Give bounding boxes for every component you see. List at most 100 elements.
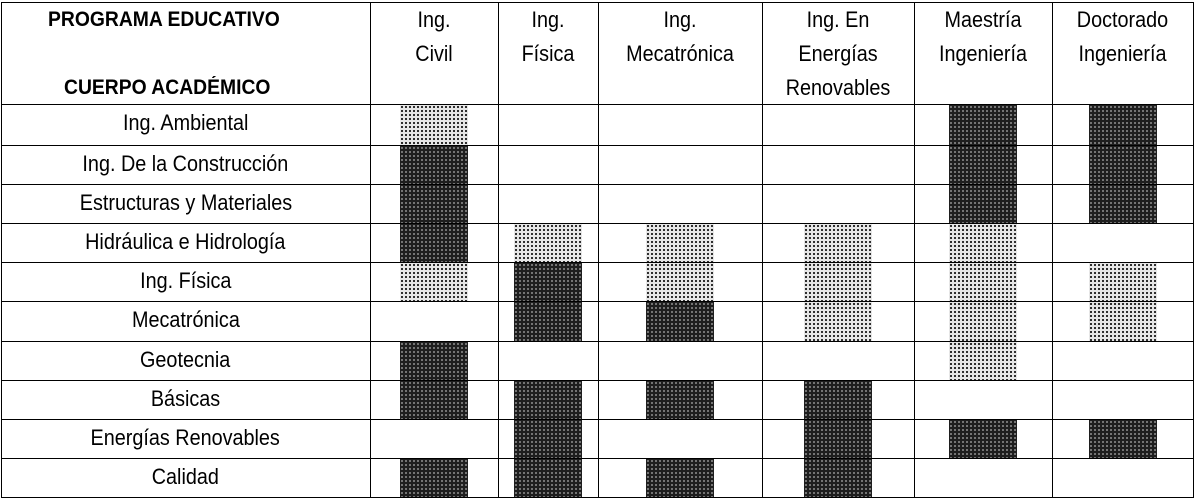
column-header-line: Doctorado — [1076, 7, 1169, 32]
cell-mark-light — [949, 224, 1017, 262]
row-label-text: Hidráulica e Hidrología — [85, 229, 286, 254]
cell-mark-dark — [949, 420, 1017, 458]
cell-mark-dark — [514, 420, 582, 458]
cell-mark-dark — [1089, 105, 1157, 145]
row-label-text: Energías Renovables — [90, 425, 281, 450]
column-header-line: Física — [521, 41, 575, 66]
cell-mark-dark — [646, 302, 714, 341]
row-label: Ing. Ambiental — [1, 110, 370, 136]
table-horizontal-line — [1, 223, 1193, 224]
table-horizontal-line — [1, 104, 1193, 105]
table-horizontal-line — [1, 458, 1193, 459]
column-header-line: Maestría — [944, 7, 1022, 32]
table-horizontal-line — [1, 419, 1193, 420]
cell-mark-dark — [514, 381, 582, 419]
cell-mark-dark — [1089, 146, 1157, 184]
table-vertical-line — [762, 2, 763, 498]
cell-mark-dark — [400, 459, 468, 497]
table-horizontal-line — [1, 2, 1193, 3]
cell-mark-light — [949, 342, 1017, 380]
table-vertical-line — [370, 2, 371, 498]
cell-mark-dark — [949, 146, 1017, 184]
column-header-line: Ing. — [663, 7, 697, 32]
table-horizontal-line — [1, 380, 1193, 381]
column-header-line: Ing. — [417, 7, 451, 32]
cell-mark-dark — [804, 459, 872, 497]
corner-header-programa-educativo: PROGRAMA EDUCATIVO — [48, 8, 280, 31]
cell-mark-light — [949, 302, 1017, 341]
row-label: Calidad — [1, 464, 370, 490]
table-horizontal-line — [1, 184, 1193, 185]
table-horizontal-line — [1, 145, 1193, 146]
cell-mark-dark — [400, 342, 468, 380]
column-header-line: Ingeniería — [1078, 41, 1167, 66]
cell-mark-dark — [400, 381, 468, 419]
row-label: Ing. De la Construcción — [1, 151, 370, 177]
cell-mark-dark — [514, 263, 582, 301]
cell-mark-dark — [804, 420, 872, 458]
row-label-text: Estructuras y Materiales — [79, 190, 292, 215]
column-header: Ing. En Energías Renovables — [762, 3, 914, 105]
row-label: Mecatrónica — [1, 307, 370, 333]
column-header-line: Energías — [798, 41, 878, 66]
cell-mark-light — [514, 224, 582, 262]
cell-mark-dark — [646, 459, 714, 497]
row-label-text: Mecatrónica — [131, 307, 240, 332]
cell-mark-light — [804, 263, 872, 301]
table-horizontal-line — [1, 341, 1193, 342]
column-header: Ing. Física — [498, 3, 598, 71]
table-vertical-line — [1052, 2, 1053, 498]
column-header: Ing. Mecatrónica — [598, 3, 762, 71]
column-header: Ing. Civil — [370, 3, 498, 71]
row-label: Geotecnia — [1, 347, 370, 373]
cell-mark-light — [804, 302, 872, 341]
cell-mark-light — [949, 263, 1017, 301]
table-horizontal-line — [1, 262, 1193, 263]
cell-mark-light — [646, 263, 714, 301]
row-label: Básicas — [1, 386, 370, 412]
cell-mark-dark — [400, 185, 468, 223]
cell-mark-dark — [949, 105, 1017, 145]
corner-header-cuerpo-academico: CUERPO ACADÉMICO — [64, 76, 271, 99]
column-header: Maestría Ingeniería — [914, 3, 1052, 71]
table-vertical-line — [598, 2, 599, 498]
cell-mark-light — [646, 224, 714, 262]
table-vertical-line — [498, 2, 499, 498]
row-label-text: Ing. Física — [139, 268, 232, 293]
table-horizontal-line — [1, 497, 1193, 498]
table-vertical-line — [914, 2, 915, 498]
column-header: Doctorado Ingeniería — [1052, 3, 1193, 71]
column-header-line: Civil — [415, 41, 453, 66]
row-label: Ing. Física — [1, 268, 370, 294]
cell-mark-dark — [400, 146, 468, 184]
row-label: Energías Renovables — [1, 425, 370, 451]
cell-mark-dark — [804, 381, 872, 419]
cell-mark-light — [804, 224, 872, 262]
table-vertical-line — [1, 2, 2, 498]
cell-mark-dark — [514, 459, 582, 497]
column-header-line: Renovables — [785, 75, 891, 100]
column-header-line: Mecatrónica — [626, 41, 734, 66]
column-header-line: Ingeniería — [938, 41, 1028, 66]
column-header-line: Ing. En — [806, 7, 870, 32]
cell-mark-dark — [646, 381, 714, 419]
table-horizontal-line — [1, 301, 1193, 302]
row-label-text: Ing. Ambiental — [122, 110, 249, 135]
row-label-text: Básicas — [150, 386, 221, 411]
row-label: Hidráulica e Hidrología — [1, 229, 370, 255]
row-label-text: Calidad — [151, 464, 220, 489]
cell-mark-dark — [949, 185, 1017, 223]
row-label-text: Geotecnia — [140, 347, 231, 372]
cell-mark-dark — [400, 224, 468, 262]
cell-mark-light — [1089, 263, 1157, 301]
row-label-text: Ing. De la Construcción — [82, 151, 289, 176]
column-header-line: Ing. — [531, 7, 565, 32]
cell-mark-light — [1089, 302, 1157, 341]
cell-mark-light — [400, 263, 468, 301]
cell-mark-dark — [514, 302, 582, 341]
cell-mark-light — [400, 105, 468, 145]
row-label: Estructuras y Materiales — [1, 190, 370, 216]
cell-mark-dark — [1089, 185, 1157, 223]
cell-mark-dark — [1089, 420, 1157, 458]
